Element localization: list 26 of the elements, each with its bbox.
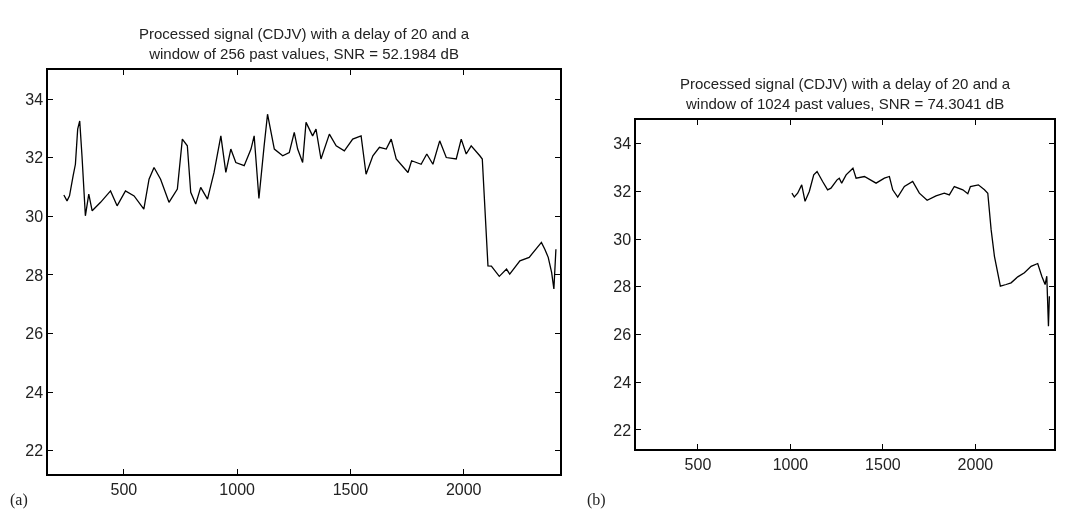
chart-title: Processed signal (CDJV) with a delay of 20 and a window of 1024 past values, SNR = 74.3041 dB [680, 75, 1011, 112]
x-tick-label: 1000 [219, 480, 256, 498]
y-tick-label: 32 [25, 149, 44, 167]
x-tick-label: 500 [684, 455, 712, 473]
x-tick-label: 500 [110, 480, 138, 498]
y-tick-label: 34 [613, 135, 632, 153]
y-tick-label: 28 [25, 266, 44, 284]
y-tick-label: 34 [25, 90, 44, 108]
x-tick-label: 1500 [865, 455, 901, 473]
x-tick-label: 2000 [445, 480, 482, 498]
y-tick-label: 24 [25, 383, 44, 401]
text: (b) [587, 491, 606, 509]
text: (a) [10, 491, 28, 509]
y-tick-label: 28 [613, 278, 632, 296]
y-tick-label: 32 [613, 183, 632, 201]
chart-title: Processed signal (CDJV) with a delay of 20 and a window of 256 past values, SNR = 52.1984 dB [139, 25, 470, 62]
x-tick-label: 1500 [332, 480, 369, 498]
y-tick-label: 24 [613, 373, 632, 391]
y-tick-label: 22 [25, 442, 44, 460]
y-tick-label: 26 [613, 326, 632, 344]
y-tick-label: 30 [613, 230, 632, 248]
y-tick-label: 30 [25, 207, 44, 225]
x-tick-label: 2000 [957, 455, 994, 473]
x-tick-label: 1000 [772, 455, 809, 473]
y-tick-label: 22 [613, 421, 632, 439]
y-tick-label: 26 [25, 325, 44, 343]
